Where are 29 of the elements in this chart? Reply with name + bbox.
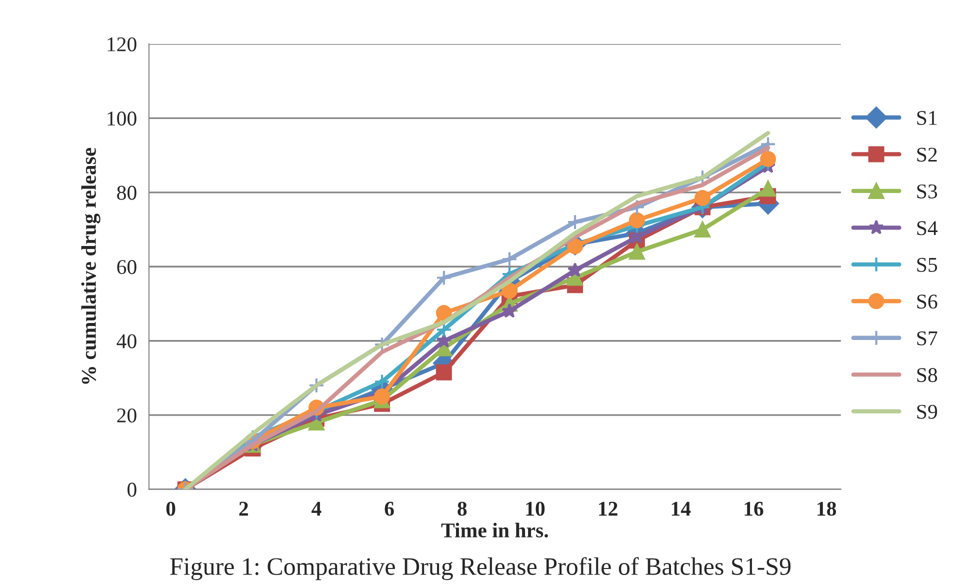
caption: Figure 1: Comparative Drug Release Profile of Batches S1-S9 xyxy=(170,557,791,580)
legend-label: S6 xyxy=(917,294,938,309)
legend-label: S1 xyxy=(917,110,937,125)
x-tick-label: 10 xyxy=(526,502,545,516)
y-tick-label: 60 xyxy=(117,260,136,274)
x-tick-label: 0 xyxy=(166,502,176,516)
legend-label: S5 xyxy=(917,258,938,272)
legend-label: S8 xyxy=(917,368,938,382)
legend-label: S3 xyxy=(917,184,938,198)
x-tick-label: 8 xyxy=(458,502,467,516)
legend-label: S7 xyxy=(917,331,938,346)
y-tick-label: 80 xyxy=(117,186,136,200)
x-tick-label: 4 xyxy=(312,502,322,516)
y-tick-label: 120 xyxy=(108,37,136,52)
legend-label: S9 xyxy=(917,404,938,419)
x-tick-label: 2 xyxy=(239,502,248,516)
x-tick-label: 18 xyxy=(818,502,836,516)
y-tick-label: 100 xyxy=(108,112,136,126)
x-tick-label: 6 xyxy=(384,502,394,516)
legend-label: S2 xyxy=(917,148,937,162)
y-tick-label: 40 xyxy=(116,334,136,348)
y-tick-label: 0 xyxy=(128,482,136,497)
x-tick-label: 14 xyxy=(672,502,691,516)
y-axis-title: % cumulative drug release xyxy=(81,148,100,384)
x-tick-label: 16 xyxy=(744,502,764,516)
y-tick-label: 20 xyxy=(117,408,136,423)
legend-label: S4 xyxy=(917,221,938,236)
x-axis-title: Time in hrs. xyxy=(441,522,548,538)
x-tick-label: 12 xyxy=(599,502,618,516)
